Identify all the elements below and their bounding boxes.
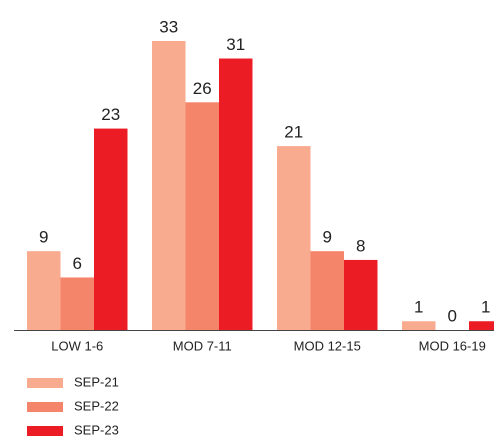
value-label: 1 xyxy=(414,298,423,317)
value-label: 9 xyxy=(323,228,332,247)
value-label: 0 xyxy=(448,306,457,325)
bar xyxy=(152,41,186,330)
bar xyxy=(402,321,436,330)
value-label: 21 xyxy=(284,123,303,142)
value-label: 23 xyxy=(101,105,120,124)
legend-swatch xyxy=(27,378,63,388)
x-tick-label: MOD 12-15 xyxy=(294,338,361,353)
bar xyxy=(219,58,253,331)
bar xyxy=(94,128,128,330)
bar xyxy=(60,277,94,330)
bar xyxy=(277,146,311,330)
bar xyxy=(27,251,61,330)
legend-swatch xyxy=(27,426,63,436)
value-label: 1 xyxy=(481,298,490,317)
x-tick-label: MOD 16-19 xyxy=(419,338,486,353)
value-label: 8 xyxy=(356,236,365,255)
x-tick-label: LOW 1-6 xyxy=(51,338,103,353)
legend-label: SEP-21 xyxy=(74,374,119,389)
value-label: 6 xyxy=(73,254,82,273)
bar xyxy=(185,102,219,330)
bar xyxy=(310,251,344,330)
legend-label: SEP-23 xyxy=(74,422,119,437)
value-label: 9 xyxy=(39,228,48,247)
value-label: 33 xyxy=(159,17,178,36)
value-label: 31 xyxy=(226,35,245,54)
x-tick-label: MOD 7-11 xyxy=(173,338,232,353)
bar xyxy=(469,321,494,330)
value-label: 26 xyxy=(193,79,212,98)
legend-swatch xyxy=(27,402,63,412)
legend-label: SEP-22 xyxy=(74,398,119,413)
bar xyxy=(344,259,378,330)
